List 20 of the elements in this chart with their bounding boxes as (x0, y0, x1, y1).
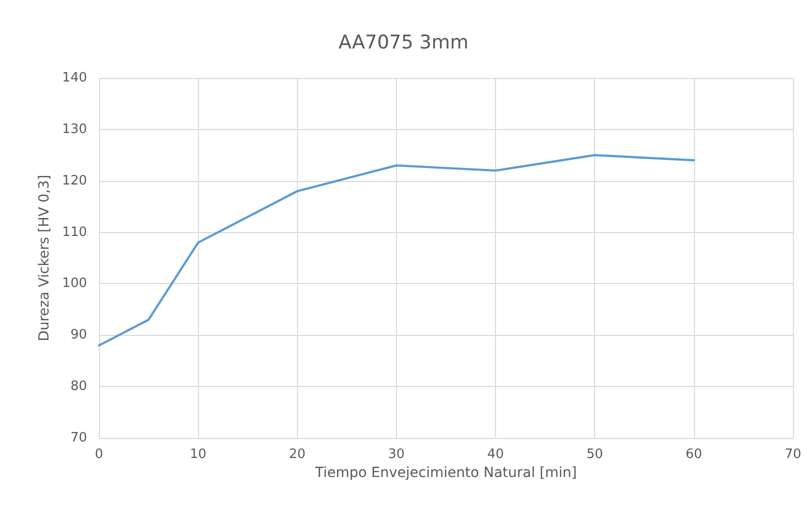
line-series (98, 154, 695, 347)
x-tick-label: 50 (586, 447, 603, 462)
y-tick-label: 90 (70, 328, 87, 343)
x-tick-label: 20 (289, 447, 306, 462)
y-tick-label: 130 (62, 122, 87, 137)
y-axis-title: Dureza Vickers [HV 0,3] (36, 174, 52, 342)
x-axis-title: Tiempo Envejecimiento Natural [min] (314, 465, 577, 481)
y-tick-label: 70 (70, 430, 87, 446)
y-tick-label: 120 (62, 173, 87, 188)
x-tick-label: 0 (94, 447, 104, 462)
y-tick-label: 140 (62, 70, 87, 86)
y-tick-label: 110 (62, 224, 87, 240)
x-tick-label: 40 (487, 447, 504, 462)
x-tick-label: 10 (190, 447, 206, 462)
y-tick-label: 80 (70, 379, 87, 394)
y-tick-label: 100 (62, 276, 87, 292)
x-tick-label: 70 (784, 447, 802, 462)
x-tick-label: 30 (388, 447, 405, 462)
chart-title: AA7075 3mm (338, 32, 469, 54)
x-tick-label: 60 (686, 447, 702, 462)
